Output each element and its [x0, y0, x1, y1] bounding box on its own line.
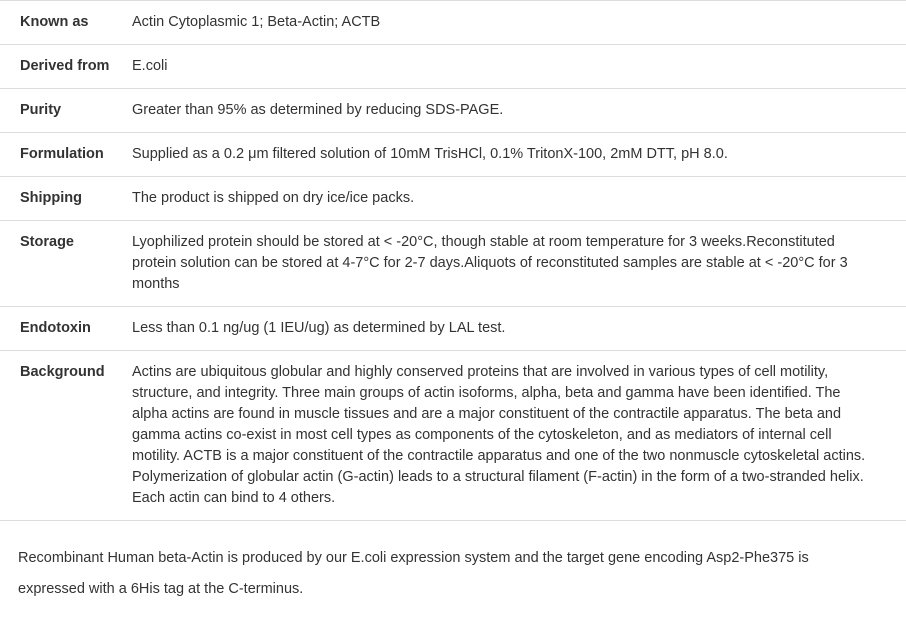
property-value: Less than 0.1 ng/ug (1 IEU/ug) as determ… [132, 318, 906, 339]
property-label: Storage [0, 232, 132, 295]
property-label: Purity [0, 100, 132, 121]
property-value: The product is shipped on dry ice/ice pa… [132, 188, 906, 209]
product-description: Recombinant Human beta-Actin is produced… [0, 521, 906, 604]
table-row: Endotoxin Less than 0.1 ng/ug (1 IEU/ug)… [0, 307, 906, 351]
property-label: Derived from [0, 56, 132, 77]
table-row: Shipping The product is shipped on dry i… [0, 177, 906, 221]
table-row: Formulation Supplied as a 0.2 μm filtere… [0, 133, 906, 177]
property-value: E.coli [132, 56, 906, 77]
property-value: Lyophilized protein should be stored at … [132, 232, 906, 295]
property-value: Supplied as a 0.2 μm filtered solution o… [132, 144, 906, 165]
property-value: Greater than 95% as determined by reduci… [132, 100, 906, 121]
table-row: Purity Greater than 95% as determined by… [0, 89, 906, 133]
property-value: Actin Cytoplasmic 1; Beta-Actin; ACTB [132, 12, 906, 33]
table-row: Derived from E.coli [0, 45, 906, 89]
table-row: Background Actins are ubiquitous globula… [0, 351, 906, 521]
property-value: Actins are ubiquitous globular and highl… [132, 362, 906, 509]
property-label: Formulation [0, 144, 132, 165]
property-label: Background [0, 362, 132, 509]
properties-table: Known as Actin Cytoplasmic 1; Beta-Actin… [0, 0, 906, 521]
property-label: Endotoxin [0, 318, 132, 339]
property-label: Shipping [0, 188, 132, 209]
table-row: Storage Lyophilized protein should be st… [0, 221, 906, 307]
property-label: Known as [0, 12, 132, 33]
table-row: Known as Actin Cytoplasmic 1; Beta-Actin… [0, 0, 906, 45]
